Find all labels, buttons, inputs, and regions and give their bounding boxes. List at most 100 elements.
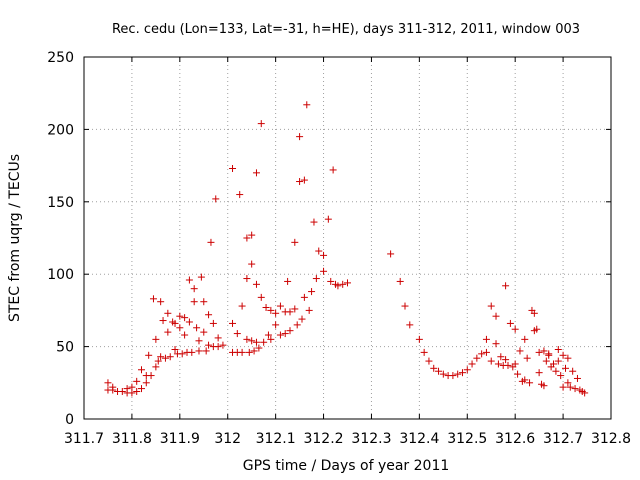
plus-marker	[176, 324, 184, 332]
plus-marker	[286, 308, 294, 316]
plus-marker	[487, 302, 495, 310]
plus-marker	[303, 101, 311, 109]
plus-marker	[133, 387, 141, 395]
plus-marker	[521, 376, 529, 384]
plus-marker	[406, 321, 414, 329]
plus-marker	[193, 324, 201, 332]
plus-marker	[468, 360, 476, 368]
plus-marker	[152, 335, 160, 343]
plus-marker	[195, 347, 203, 355]
plus-marker	[463, 366, 471, 374]
plus-marker	[564, 379, 572, 387]
plus-marker	[473, 354, 481, 362]
x-tick-label: 312.1	[256, 431, 296, 447]
plus-marker	[229, 319, 237, 327]
plus-marker	[260, 338, 268, 346]
plus-marker	[145, 351, 153, 359]
plus-marker	[200, 298, 208, 306]
plus-marker	[458, 369, 466, 377]
x-tick-label: 312.4	[399, 431, 439, 447]
plus-marker	[561, 364, 569, 372]
plus-marker	[252, 338, 260, 346]
plus-marker	[178, 350, 186, 358]
plus-marker	[171, 345, 179, 353]
plus-marker	[430, 364, 438, 372]
plus-marker	[521, 335, 529, 343]
x-tick-label: 311.7	[64, 431, 104, 447]
plus-marker	[286, 327, 294, 335]
x-tick-label: 312.5	[447, 431, 487, 447]
plus-marker	[327, 277, 335, 285]
plus-marker	[166, 353, 174, 361]
x-tick-label: 312.3	[351, 431, 391, 447]
plus-marker	[293, 321, 301, 329]
plus-marker	[207, 238, 215, 246]
plus-marker	[238, 348, 246, 356]
plus-marker	[482, 335, 490, 343]
plus-marker	[420, 348, 428, 356]
plus-marker	[454, 370, 462, 378]
plus-marker	[202, 347, 210, 355]
plus-marker	[502, 356, 510, 364]
plus-marker	[506, 319, 514, 327]
plus-marker	[212, 195, 220, 203]
plus-marker	[137, 366, 145, 374]
plus-marker	[482, 348, 490, 356]
plus-marker	[504, 361, 512, 369]
x-tick-label: 312.6	[495, 431, 535, 447]
plus-marker	[209, 319, 217, 327]
plus-marker	[526, 379, 534, 387]
plus-marker	[511, 360, 519, 368]
plus-marker	[109, 386, 117, 394]
plus-marker	[195, 337, 203, 345]
plus-marker	[300, 293, 308, 301]
plus-marker	[154, 357, 162, 365]
y-tick-label: 50	[56, 340, 74, 356]
plus-marker	[161, 354, 169, 362]
y-axis-label: STEC from uqrg / TECUs	[7, 154, 23, 322]
plus-marker	[137, 385, 145, 393]
plus-marker	[535, 348, 543, 356]
y-tick-label: 250	[47, 50, 74, 66]
plus-marker	[523, 354, 531, 362]
plus-marker	[298, 315, 306, 323]
x-axis-ticks: 311.7 311.8 311.9 312 312.1 312.2 312.3 312.4 31…	[64, 57, 631, 447]
plus-marker	[487, 357, 495, 365]
plus-marker	[308, 288, 316, 296]
plus-marker	[128, 383, 136, 391]
plus-marker	[550, 360, 558, 368]
chart-title: Rec. cedu (Lon=133, Lat=-31, h=HE), days…	[112, 22, 580, 37]
plus-marker	[559, 383, 567, 391]
plus-marker	[533, 325, 541, 333]
plus-marker	[284, 277, 292, 285]
plus-marker	[511, 325, 519, 333]
plus-marker	[159, 317, 167, 325]
plus-marker	[566, 383, 574, 391]
plus-marker	[250, 347, 258, 355]
x-tick-label: 311.8	[112, 431, 152, 447]
y-tick-label: 200	[47, 122, 74, 138]
plus-marker	[272, 309, 280, 317]
plus-marker	[205, 311, 213, 319]
plus-marker	[188, 348, 196, 356]
plus-marker	[214, 343, 222, 351]
plus-marker	[190, 285, 198, 293]
plus-marker	[171, 319, 179, 327]
plus-marker	[535, 369, 543, 377]
plus-marker	[200, 328, 208, 336]
plus-marker	[243, 335, 251, 343]
plus-marker	[320, 251, 328, 259]
plus-marker	[181, 314, 189, 322]
plus-marker	[552, 367, 560, 375]
data-points	[104, 101, 589, 397]
plus-marker	[478, 350, 486, 358]
plus-marker	[573, 374, 581, 382]
plus-marker	[157, 353, 165, 361]
plus-marker	[540, 347, 548, 355]
plus-marker	[229, 164, 237, 172]
plus-marker	[516, 347, 524, 355]
x-tick-label: 312	[214, 431, 241, 447]
plus-marker	[281, 330, 289, 338]
plus-marker	[104, 379, 112, 387]
